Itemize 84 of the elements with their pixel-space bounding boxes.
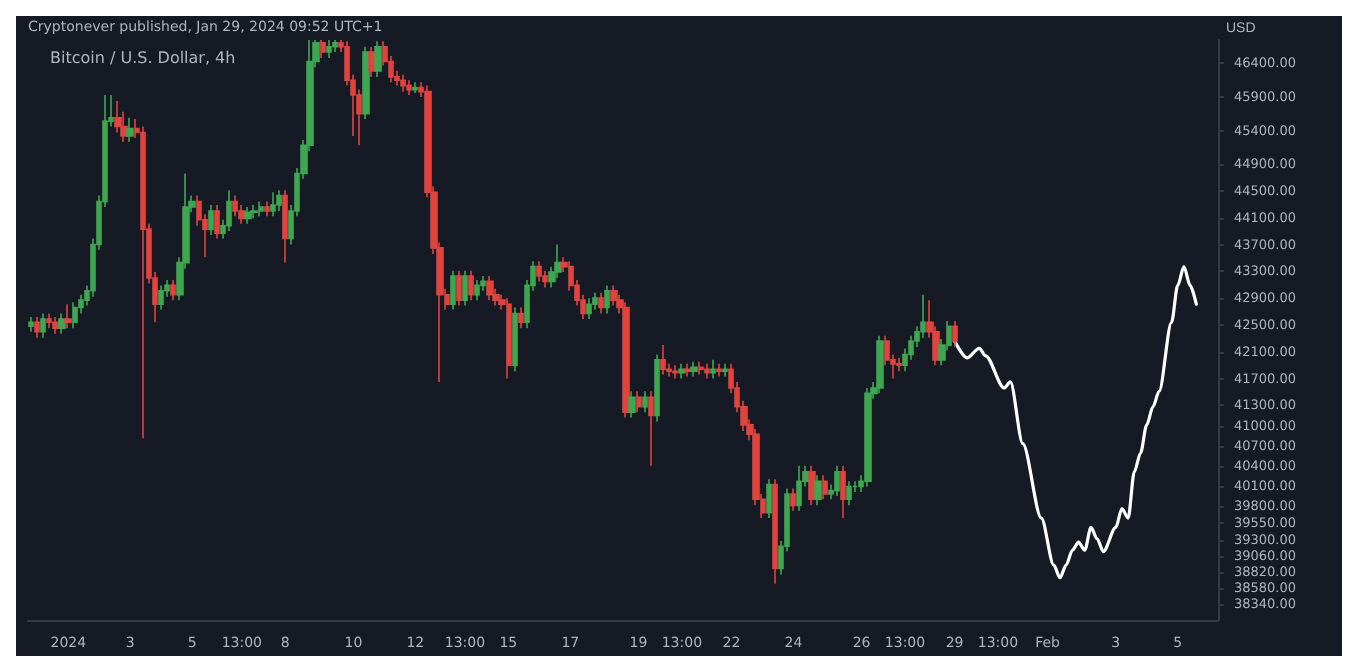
candlestick xyxy=(518,306,524,330)
candlestick xyxy=(834,464,840,497)
candlestick xyxy=(654,353,660,423)
candlestick xyxy=(58,312,66,335)
candlestick xyxy=(400,74,406,93)
candlestick xyxy=(282,189,288,264)
candlestick xyxy=(610,284,618,307)
candlestick xyxy=(320,39,326,59)
candlestick xyxy=(622,301,630,419)
candlestick xyxy=(542,269,548,289)
candlestick xyxy=(462,269,468,307)
candlestick xyxy=(46,312,52,330)
candlestick xyxy=(628,390,636,419)
candlestick xyxy=(468,269,474,301)
candlestick xyxy=(672,364,678,380)
candlestick xyxy=(592,291,598,311)
candlestick xyxy=(114,100,122,134)
candlestick xyxy=(332,39,338,53)
candlestick xyxy=(598,291,604,315)
candlestick xyxy=(604,284,610,315)
candlestick xyxy=(208,204,214,236)
candlestick xyxy=(808,464,816,507)
candlestick xyxy=(796,464,802,512)
candlestick xyxy=(790,487,796,512)
candlestick xyxy=(40,312,46,339)
candlestick xyxy=(648,390,654,467)
line-series xyxy=(952,265,1198,580)
candlestick xyxy=(226,189,232,232)
candlestick xyxy=(480,275,486,292)
candlestick xyxy=(660,344,666,376)
candlestick xyxy=(586,297,592,320)
candlestick xyxy=(450,269,456,311)
candlestick xyxy=(876,334,884,395)
candlestick xyxy=(698,361,704,376)
candlestick xyxy=(258,200,264,218)
candlestick xyxy=(474,279,480,301)
candlestick xyxy=(554,243,562,279)
candlestick xyxy=(486,275,494,301)
candlestick xyxy=(684,363,692,378)
candlestick xyxy=(238,204,246,225)
candlestick xyxy=(28,316,34,333)
candlestick xyxy=(846,480,852,507)
candlestick xyxy=(722,363,728,378)
candlestick xyxy=(814,474,822,507)
candlestick xyxy=(952,320,958,348)
candlestick xyxy=(704,363,710,380)
candlestick xyxy=(406,79,412,96)
candlestick xyxy=(512,306,518,373)
candlestick xyxy=(506,297,512,380)
candlestick xyxy=(64,303,72,330)
candlestick xyxy=(362,45,370,120)
candlestick xyxy=(412,81,418,94)
candlestick xyxy=(636,390,642,413)
candlestick xyxy=(678,363,686,380)
candlestick xyxy=(140,125,146,440)
candlestick xyxy=(264,200,270,218)
candlestick xyxy=(642,390,648,413)
candlestick xyxy=(158,284,164,311)
candlestick xyxy=(766,478,772,519)
candlestick xyxy=(126,116,134,143)
candlestick xyxy=(896,357,902,373)
candlestick xyxy=(710,359,716,380)
candlestick xyxy=(716,363,722,378)
candlestick xyxy=(232,194,238,218)
candlestick xyxy=(170,279,176,301)
candlestick xyxy=(270,191,276,218)
text: Bitcoin / U.S. Dollar, 4h xyxy=(50,49,236,67)
candlestick xyxy=(276,189,282,212)
candlestick xyxy=(72,301,78,330)
candlestick xyxy=(250,204,258,220)
candlestick xyxy=(456,269,462,307)
candlestick xyxy=(920,294,926,339)
candlestick xyxy=(34,316,40,339)
candlestick xyxy=(822,474,828,501)
candlestick xyxy=(52,316,60,335)
candlestick xyxy=(690,361,698,378)
candlestick xyxy=(214,204,220,240)
candlestick xyxy=(536,260,542,283)
candlestick xyxy=(244,206,252,225)
candlestick xyxy=(374,40,382,78)
candlestick xyxy=(864,387,872,488)
candlestick xyxy=(840,464,846,519)
candlestick xyxy=(772,478,778,585)
candlestick xyxy=(326,39,332,59)
